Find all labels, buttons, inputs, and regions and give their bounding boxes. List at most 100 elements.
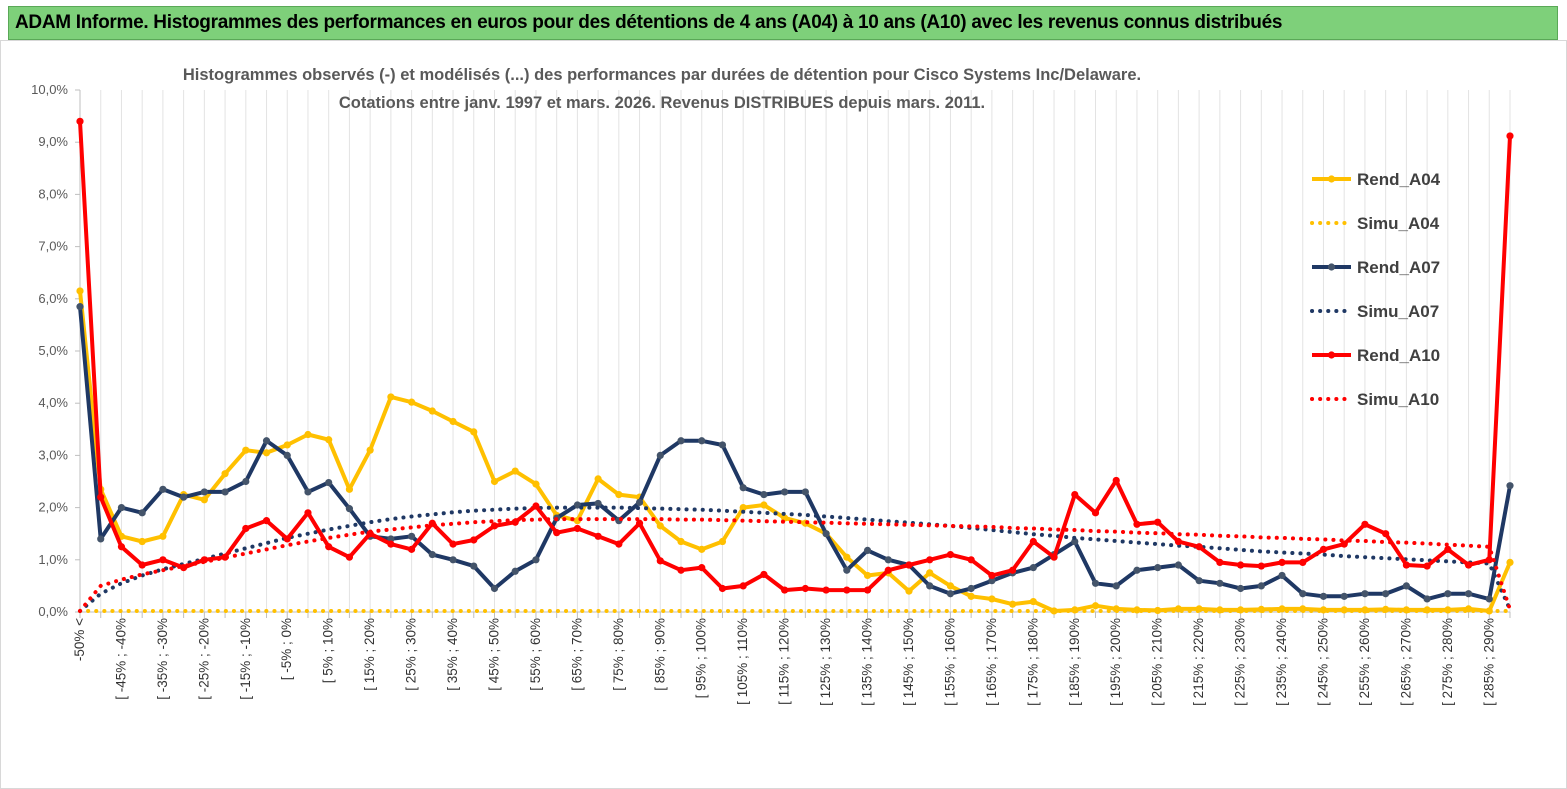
legend-label-rend_a07: Rend_A07 <box>1357 258 1440 277</box>
data-point-rend_a04 <box>1133 606 1141 614</box>
data-point-rend_a04 <box>905 587 913 595</box>
data-point-rend_a10 <box>988 571 996 580</box>
data-point-rend_a10 <box>1154 518 1162 526</box>
data-point-rend_a07 <box>781 488 789 496</box>
x-tick-label: [ 175% ; 180% <box>1025 618 1040 706</box>
data-point-rend_a07 <box>573 501 581 509</box>
x-tick-label: [ 5% ; 10% <box>321 618 336 683</box>
data-point-rend_a10 <box>1216 558 1224 567</box>
data-point-rend_a10 <box>1444 545 1452 553</box>
data-point-rend_a07 <box>407 532 416 540</box>
data-point-rend_a10 <box>739 582 747 590</box>
data-point-rend_a07 <box>449 556 457 564</box>
data-point-rend_a07 <box>822 530 830 538</box>
data-point-rend_a10 <box>573 524 581 533</box>
data-point-rend_a07 <box>387 535 395 543</box>
data-point-rend_a04 <box>1506 558 1514 567</box>
data-point-rend_a10 <box>304 509 312 517</box>
data-point-rend_a10 <box>843 586 851 594</box>
data-point-rend_a07 <box>1464 590 1473 598</box>
data-point-rend_a10 <box>1071 490 1079 499</box>
x-tick-label: [ 95% ; 100% <box>694 618 709 698</box>
data-point-rend_a04 <box>656 522 664 530</box>
y-tick-label: 2,0% <box>38 500 68 515</box>
data-point-rend_a07 <box>1174 561 1183 569</box>
data-point-rend_a10 <box>884 566 892 574</box>
data-point-rend_a04 <box>677 537 685 546</box>
x-tick-label: [ 45% ; 50% <box>486 618 501 691</box>
x-tick-label: [ 115% ; 120% <box>777 618 792 705</box>
x-tick-label: -50% < <box>72 618 87 661</box>
data-point-rend_a07 <box>1216 579 1224 587</box>
y-tick-label: 7,0% <box>38 239 68 254</box>
data-point-rend_a10 <box>1050 553 1058 561</box>
x-tick-label: [ 75% ; 80% <box>611 618 626 691</box>
data-point-rend_a10 <box>76 117 84 125</box>
data-point-rend_a10 <box>553 529 561 537</box>
data-point-rend_a10 <box>97 493 105 501</box>
data-point-rend_a07 <box>97 535 105 543</box>
data-point-rend_a10 <box>1485 556 1493 564</box>
data-point-rend_a04 <box>946 582 955 590</box>
data-point-rend_a07 <box>490 584 499 593</box>
data-point-rend_a07 <box>801 488 809 496</box>
data-point-rend_a07 <box>843 566 851 574</box>
data-point-rend_a04 <box>159 532 167 540</box>
data-point-rend_a10 <box>1319 545 1328 553</box>
data-point-rend_a07 <box>1071 537 1079 546</box>
data-point-rend_a07 <box>926 582 934 590</box>
data-point-rend_a10 <box>863 586 872 594</box>
data-point-rend_a07 <box>1299 590 1307 598</box>
x-tick-label: [ 15% ; 20% <box>362 618 377 691</box>
x-tick-label: [ 135% ; 140% <box>860 618 875 706</box>
data-point-rend_a07 <box>884 556 892 564</box>
data-point-rend_a10 <box>1361 520 1369 528</box>
x-tick-label: [ 85% ; 90% <box>652 618 667 691</box>
data-point-rend_a07 <box>1423 595 1431 603</box>
x-tick-label: [ 225% ; 230% <box>1233 618 1248 706</box>
y-tick-label: 9,0% <box>38 134 68 149</box>
data-point-rend_a10 <box>262 517 271 525</box>
chart-series <box>76 117 1514 615</box>
x-tick-label: [ 285% ; 290% <box>1481 618 1496 706</box>
data-point-rend_a07 <box>1485 595 1493 603</box>
data-point-rend_a07 <box>760 490 768 499</box>
data-point-rend_a07 <box>1278 571 1286 580</box>
data-point-rend_a07 <box>117 504 126 512</box>
data-point-rend_a10 <box>283 535 291 543</box>
data-point-rend_a07 <box>1195 577 1203 585</box>
data-point-rend_a10 <box>532 502 540 510</box>
data-point-rend_a10 <box>677 566 685 574</box>
data-point-rend_a10 <box>1236 561 1245 569</box>
data-point-rend_a10 <box>801 584 809 593</box>
x-axis-tick-labels: -50% < [ -45% ; -40% [ -35% ; -30% [ -25% ;… <box>72 618 1496 706</box>
data-point-rend_a04 <box>926 569 934 577</box>
data-point-rend_a04 <box>407 398 416 406</box>
data-point-rend_a07 <box>325 478 333 487</box>
data-point-rend_a04 <box>325 436 333 444</box>
data-point-rend_a07 <box>698 437 706 445</box>
data-point-rend_a10 <box>1278 558 1286 567</box>
y-tick-label: 3,0% <box>38 447 68 462</box>
data-point-rend_a07 <box>76 303 84 311</box>
data-point-rend_a10 <box>449 540 457 548</box>
x-tick-label: [ 275% ; 280% <box>1440 618 1455 706</box>
y-tick-label: 1,0% <box>38 552 68 567</box>
data-point-rend_a07 <box>159 485 167 493</box>
data-point-rend_a10 <box>1133 520 1141 528</box>
y-tick-label: 5,0% <box>38 343 68 358</box>
y-tick-label: 4,0% <box>38 395 68 410</box>
data-point-rend_a07 <box>345 505 354 513</box>
data-point-rend_a04 <box>1009 600 1017 608</box>
data-point-rend_a10 <box>760 570 768 579</box>
data-point-rend_a04 <box>718 537 727 546</box>
data-point-rend_a07 <box>1154 564 1162 572</box>
legend-label-simu_a04: Simu_A04 <box>1357 214 1440 233</box>
data-point-rend_a10 <box>1382 530 1390 538</box>
data-point-rend_a10 <box>926 556 934 564</box>
x-tick-label: [ 155% ; 160% <box>942 618 957 706</box>
data-point-rend_a10 <box>946 550 955 559</box>
chart-title-line-2: Cotations entre janv. 1997 et mars. 2026… <box>339 94 985 112</box>
data-point-rend_a07 <box>1029 564 1037 572</box>
data-point-rend_a04 <box>221 470 229 478</box>
